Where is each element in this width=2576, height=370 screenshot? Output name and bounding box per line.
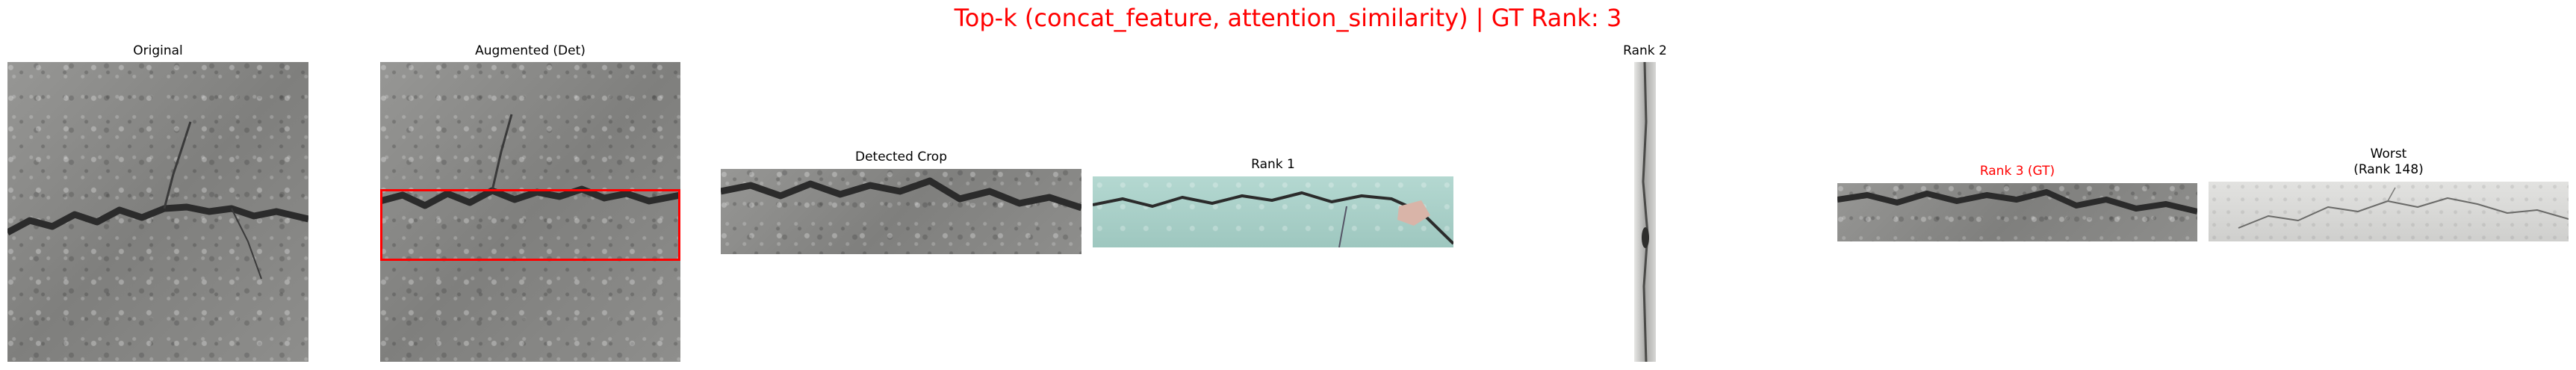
panel-detected-crop: Detected Crop	[721, 149, 1081, 258]
panel-title-original: Original	[133, 43, 183, 58]
crack-shape	[1093, 191, 1453, 247]
panel-rank-1: Rank 1	[1093, 157, 1453, 250]
crack-shape	[380, 114, 680, 209]
detected-crop-image	[721, 169, 1081, 254]
panel-original: Original	[7, 43, 308, 365]
panel-rank-2: Rank 2	[1598, 43, 1692, 365]
crack-shape	[1837, 189, 2197, 215]
panel-title-rank-1: Rank 1	[1251, 157, 1295, 172]
panel-worst: Worst (Rank 148)	[2209, 147, 2569, 247]
crack-shape	[7, 121, 308, 280]
rank-3-gt-image	[1837, 183, 2197, 241]
panel-title-augmented: Augmented (Det)	[475, 43, 586, 58]
detection-bounding-box	[380, 189, 680, 261]
augmented-image	[380, 62, 680, 362]
panel-title-rank-2: Rank 2	[1623, 43, 1667, 58]
crack-shape	[2238, 187, 2569, 229]
crack-shape	[721, 177, 1081, 212]
crack-shape	[1642, 62, 1649, 362]
panel-augmented: Augmented (Det)	[380, 43, 680, 365]
panel-title-detected-crop: Detected Crop	[854, 149, 948, 164]
panel-title-rank-3-gt: Rank 3 (GT)	[1979, 164, 2055, 179]
panel-rank-3-gt: Rank 3 (GT)	[1837, 164, 2197, 246]
original-image	[7, 62, 308, 362]
figure-title: Top-k (concat_feature, attention_similar…	[954, 4, 1622, 32]
worst-image	[2209, 182, 2569, 241]
rank-1-image	[1093, 176, 1453, 247]
panel-title-worst: Worst (Rank 148)	[2353, 147, 2424, 177]
rank-2-image	[1634, 62, 1656, 362]
